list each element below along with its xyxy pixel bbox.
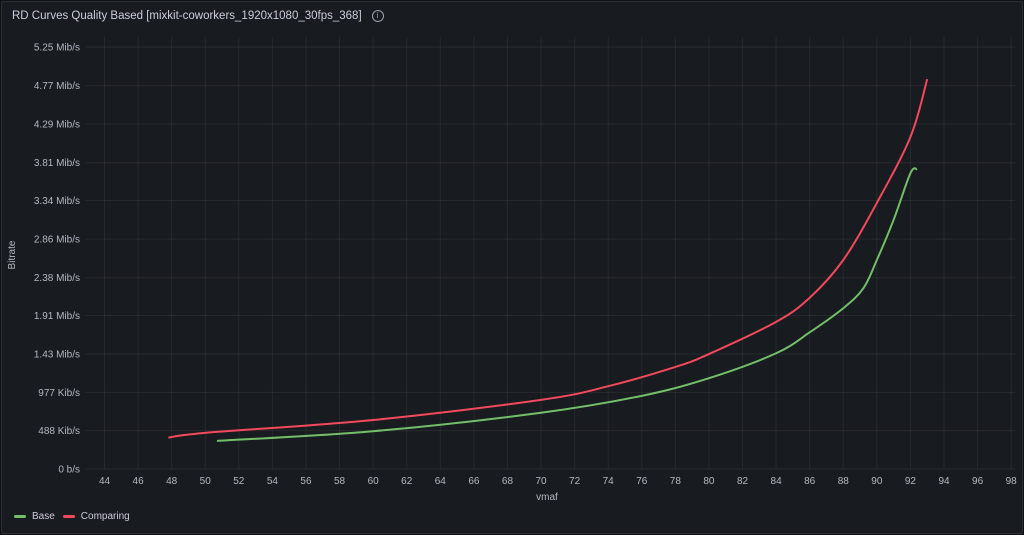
y-axis-label: Bitrate bbox=[7, 240, 18, 269]
panel-header: RD Curves Quality Based [mixkit-coworker… bbox=[12, 10, 384, 22]
legend-swatch-base bbox=[14, 515, 26, 518]
y-tick-label: 2.86 Mib/s bbox=[34, 235, 80, 246]
x-tick-label: 66 bbox=[468, 476, 480, 487]
x-tick-label: 76 bbox=[636, 476, 648, 487]
series-line-comparing bbox=[168, 78, 929, 439]
x-tick-label: 54 bbox=[267, 476, 279, 487]
x-axis-ticks: 44 46 48 50 52 54 56 58 60 62 64 66 68 70 72 74 76 78 80 82… bbox=[99, 476, 1017, 487]
x-tick-label: 78 bbox=[670, 476, 682, 487]
x-tick-label: 94 bbox=[938, 476, 950, 487]
y-tick-label: 1.43 Mib/s bbox=[34, 350, 80, 361]
x-tick-label: 82 bbox=[737, 476, 749, 487]
y-tick-label: 488 Kib/s bbox=[38, 426, 80, 437]
x-tick-label: 56 bbox=[300, 476, 312, 487]
legend-label: Comparing bbox=[80, 511, 130, 522]
x-tick-label: 46 bbox=[133, 476, 145, 487]
x-tick-label: 50 bbox=[200, 476, 212, 487]
legend-swatch-comparing bbox=[62, 515, 75, 518]
x-tick-label: 64 bbox=[435, 476, 447, 487]
y-tick-label: 0 b/s bbox=[58, 465, 80, 476]
x-tick-label: 72 bbox=[569, 476, 581, 487]
x-tick-label: 88 bbox=[838, 476, 850, 487]
x-tick-label: 44 bbox=[99, 476, 111, 487]
x-axis-label: vmaf bbox=[536, 492, 558, 503]
x-tick-label: 86 bbox=[804, 476, 816, 487]
series-line-base bbox=[216, 167, 918, 442]
y-tick-label: 3.81 Mib/s bbox=[34, 158, 80, 169]
legend-label: Base bbox=[32, 511, 55, 522]
series-lines bbox=[168, 78, 929, 442]
y-tick-label: 1.91 Mib/s bbox=[34, 311, 80, 322]
grid bbox=[85, 37, 1015, 470]
panel-title: RD Curves Quality Based [mixkit-coworker… bbox=[12, 10, 362, 22]
x-tick-label: 92 bbox=[905, 476, 917, 487]
x-tick-label: 74 bbox=[603, 476, 615, 487]
info-circle-icon[interactable]: i bbox=[371, 10, 384, 22]
x-tick-label: 48 bbox=[166, 476, 178, 487]
x-tick-label: 68 bbox=[502, 476, 514, 487]
x-tick-label: 90 bbox=[871, 476, 883, 487]
x-tick-label: 96 bbox=[972, 476, 984, 487]
legend-item-comparing[interactable]: Comparing bbox=[62, 511, 130, 522]
y-tick-label: 977 Kib/s bbox=[38, 388, 80, 399]
y-axis-ticks: 0 b/s 488 Kib/s 977 Kib/s 1.43 Mib/s 1.91 Mi… bbox=[34, 43, 80, 476]
x-tick-label: 98 bbox=[1006, 476, 1018, 487]
x-tick-label: 80 bbox=[703, 476, 715, 487]
y-tick-label: 4.77 Mib/s bbox=[34, 81, 80, 92]
x-tick-label: 62 bbox=[401, 476, 413, 487]
x-tick-label: 70 bbox=[535, 476, 547, 487]
x-tick-label: 52 bbox=[233, 476, 245, 487]
legend-item-base[interactable]: Base bbox=[14, 511, 55, 522]
y-tick-label: 5.25 Mib/s bbox=[34, 43, 80, 54]
y-tick-label: 4.29 Mib/s bbox=[34, 120, 80, 131]
x-tick-label: 60 bbox=[368, 476, 380, 487]
x-tick-label: 84 bbox=[771, 476, 783, 487]
x-tick-label: 58 bbox=[334, 476, 346, 487]
legend: Base Comparing bbox=[14, 511, 130, 522]
y-tick-label: 2.38 Mib/s bbox=[34, 273, 80, 284]
y-tick-label: 3.34 Mib/s bbox=[34, 196, 80, 207]
